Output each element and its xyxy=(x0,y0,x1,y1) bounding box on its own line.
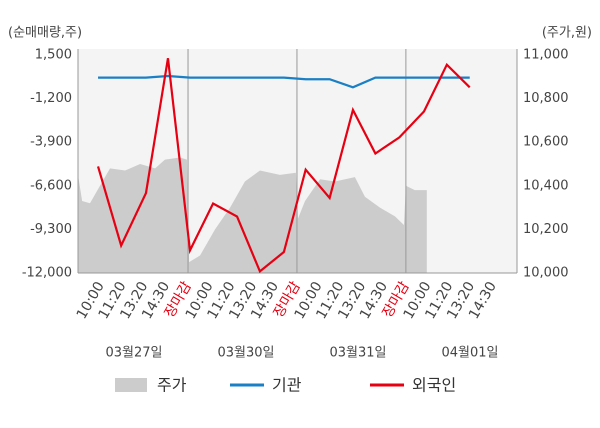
legend-label: 외국인 xyxy=(412,376,456,395)
y-tick-label: -12,000 xyxy=(22,266,72,281)
day-label: 04월01일 xyxy=(441,346,498,361)
y2-axis-title: (주가,원) xyxy=(542,26,592,41)
legend-swatch xyxy=(115,378,147,392)
day-label: 03월31일 xyxy=(329,346,386,361)
legend-label: 기관 xyxy=(272,376,302,395)
series-line xyxy=(98,74,470,89)
price-area xyxy=(78,157,427,273)
y2-tick-label: 10,200 xyxy=(523,222,569,237)
day-label: 03월30일 xyxy=(217,346,274,361)
y-tick-label: -9,300 xyxy=(30,222,72,237)
y2-tick-label: 10,600 xyxy=(523,135,569,150)
y-tick-label: -3,900 xyxy=(30,135,72,150)
y-tick-label: -6,600 xyxy=(30,178,72,193)
y2-tick-label: 10,000 xyxy=(523,266,569,281)
day-label: 03월27일 xyxy=(105,346,162,361)
y2-tick-label: 11,000 xyxy=(523,48,569,63)
y2-tick-label: 10,400 xyxy=(523,178,569,193)
legend-label: 주가 xyxy=(157,376,187,395)
y-axis-title: (순매매량,주) xyxy=(8,26,82,41)
series-line xyxy=(96,58,471,274)
y-tick-label: 1,500 xyxy=(35,48,72,63)
y2-tick-label: 10,800 xyxy=(523,91,569,106)
y-tick-label: -1,200 xyxy=(30,91,72,106)
